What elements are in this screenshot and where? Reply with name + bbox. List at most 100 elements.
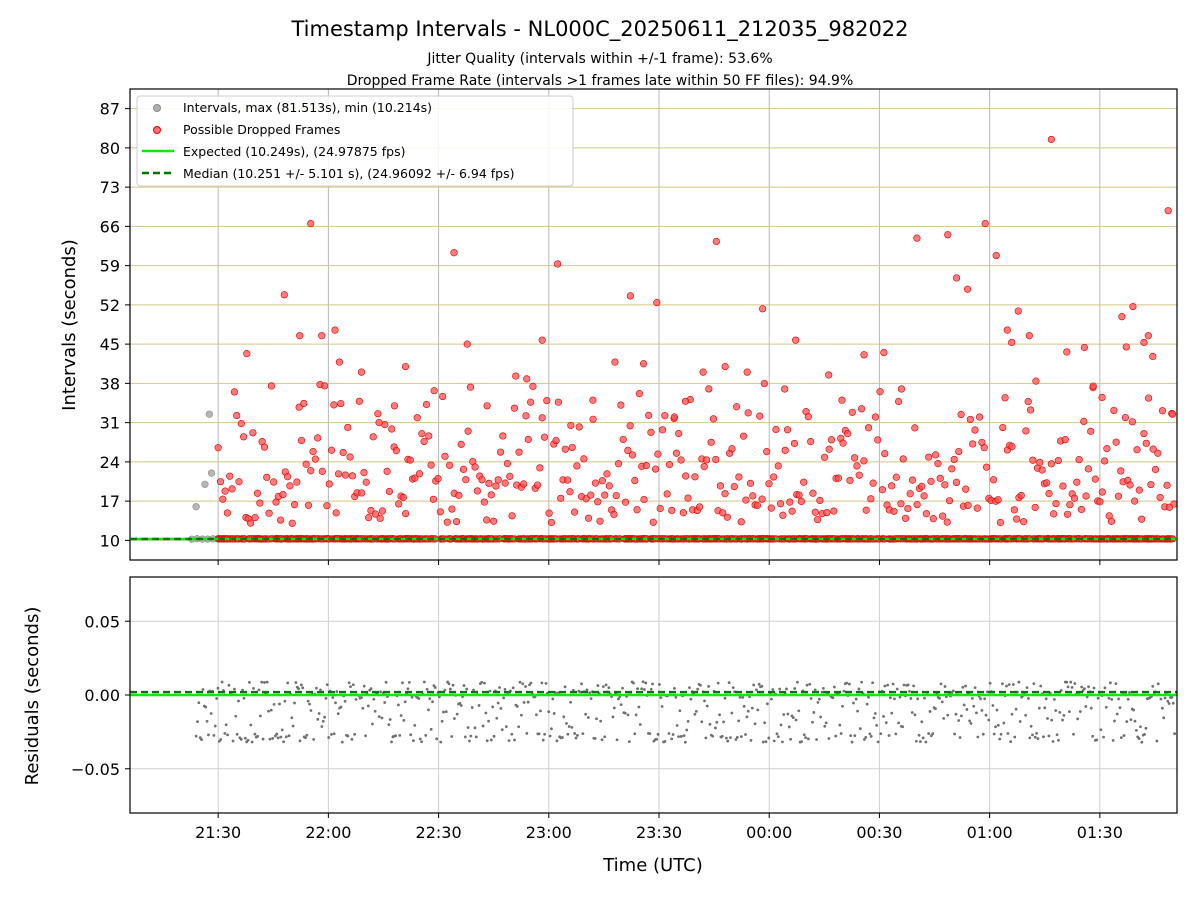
residual-point (1080, 685, 1084, 689)
dropped-frame-outlier-point (721, 362, 729, 371)
legend-median-label: Median (10.251 +/- 5.101 s), (24.96092 +… (183, 166, 514, 181)
residual-point (992, 732, 996, 736)
residual-point (729, 736, 732, 740)
residual-point (812, 711, 816, 714)
intervals-y-tick-label: 87 (100, 100, 120, 119)
dropped-frame-point (853, 462, 861, 470)
dropped-frame-point (705, 385, 713, 393)
residual-point (953, 732, 956, 736)
dropped-frame-point (1133, 446, 1141, 454)
residual-point (641, 680, 645, 684)
residual-point (492, 734, 496, 738)
residual-point (902, 683, 906, 687)
residual-point (1035, 731, 1038, 735)
dropped-frame-point (857, 405, 866, 413)
residual-point (988, 681, 992, 685)
residual-point (204, 705, 208, 709)
residual-point (350, 737, 354, 741)
residual-point (1113, 719, 1116, 723)
dropped-frame-point (1022, 427, 1030, 435)
dropped-frame-point (246, 519, 255, 527)
residual-point (1115, 712, 1119, 716)
residual-point (418, 737, 422, 741)
residual-point (570, 725, 574, 729)
dropped-frame-point (228, 485, 236, 493)
residuals-x-ticks: 21:30 22:00 22:30 23:00 23:30 00:00 00:30 01:00… (195, 813, 1123, 842)
dropped-frame-point (543, 397, 551, 405)
dropped-frame-point (603, 470, 611, 478)
residual-point (901, 725, 905, 729)
dropped-frame-point (901, 514, 910, 522)
dropped-frame-point (235, 478, 243, 486)
residual-point (380, 716, 384, 720)
residual-point (265, 680, 269, 684)
residual-point (1104, 705, 1108, 709)
dropped-frame-point (867, 495, 875, 503)
residual-point (548, 734, 552, 738)
dropped-frame-point (362, 478, 370, 486)
dropped-frame-point (929, 515, 937, 523)
residual-point (745, 715, 749, 719)
dropped-frame-point (295, 403, 303, 411)
residual-point (1072, 732, 1075, 736)
dropped-frame-point (739, 432, 748, 440)
residual-point (334, 701, 337, 705)
residual-point (1046, 717, 1049, 720)
dropped-frame-point (214, 444, 222, 452)
residual-point (1095, 738, 1099, 742)
residual-point (714, 726, 717, 730)
dropped-frame-point (846, 476, 854, 485)
residual-point (727, 681, 731, 685)
residual-point (474, 735, 478, 739)
residual-point (772, 739, 776, 743)
residual-point (1062, 713, 1066, 717)
dropped-frame-point (1103, 445, 1111, 453)
residual-point (406, 687, 410, 691)
residual-point (781, 740, 784, 744)
residual-point (529, 681, 533, 685)
residual-point (912, 684, 915, 688)
residual-point (1139, 725, 1142, 729)
dropped-frame-point (237, 420, 245, 428)
dropped-frame-point (580, 455, 588, 463)
residual-point (677, 735, 680, 739)
dropped-frame-point (524, 435, 532, 444)
residual-point (321, 719, 325, 723)
dropped-frame-point (591, 479, 600, 487)
dropped-frame-point (1052, 499, 1060, 508)
residual-point (957, 719, 961, 722)
residual-point (339, 705, 343, 709)
residual-point (1039, 684, 1043, 688)
dropped-frame-point (642, 461, 650, 470)
residual-point (500, 728, 504, 732)
residual-point (842, 689, 846, 693)
residual-point (258, 714, 262, 718)
dropped-frame-point (527, 398, 535, 406)
dropped-frame-point (265, 509, 273, 517)
residual-point (797, 709, 801, 713)
residual-point (425, 687, 429, 691)
dropped-frame-point (494, 476, 502, 484)
residual-point (556, 691, 560, 695)
residual-point (756, 708, 760, 712)
residual-point (469, 734, 473, 738)
residual-point (291, 724, 295, 728)
residual-point (447, 682, 451, 686)
residuals-y-ticks: 0.05 0.00 −0.05 (71, 612, 130, 779)
residual-point (580, 682, 583, 686)
residual-point (498, 686, 501, 689)
residual-point (1156, 682, 1160, 686)
residual-point (1084, 705, 1088, 708)
dropped-frame-point (980, 444, 988, 452)
dropped-frame-point (691, 473, 699, 481)
residual-point (852, 701, 855, 705)
dropped-frame-outlier-point (1008, 338, 1016, 347)
residual-point (800, 740, 803, 744)
intervals-y-tick-label: 17 (100, 492, 120, 511)
residual-point (369, 687, 373, 691)
residual-point (253, 732, 257, 736)
dropped-frame-point (765, 480, 773, 488)
dropped-frame-point (1117, 467, 1125, 475)
residual-point (734, 738, 738, 741)
dropped-frame-point (908, 476, 917, 484)
